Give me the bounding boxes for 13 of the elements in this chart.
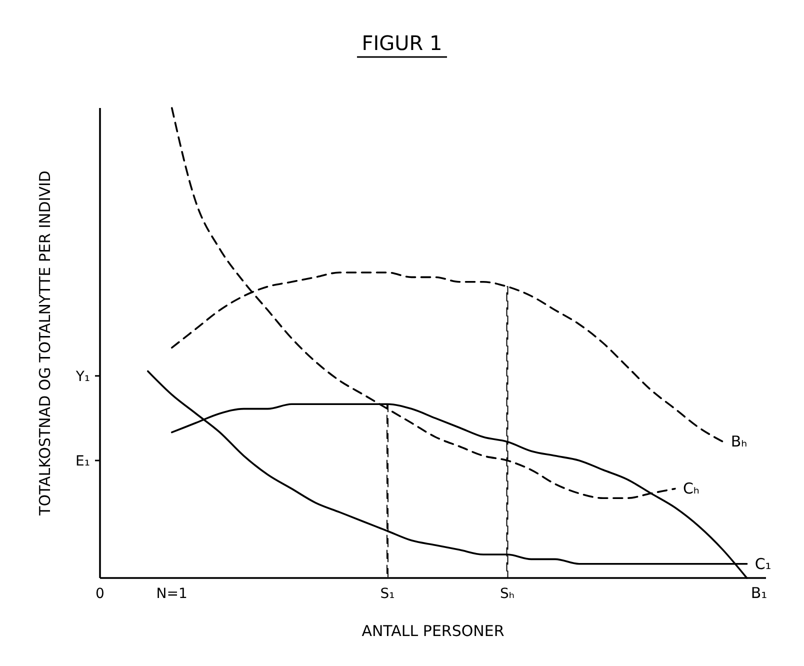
x-tick-label: S₁ <box>380 586 395 602</box>
chart-title: FIGUR 1 <box>362 31 442 55</box>
y-axis-title: TOTALKOSTNAD OG TOTALNYTTE PER INDIVID <box>36 170 54 516</box>
ref-line-label: Y₁ <box>74 368 90 385</box>
series-label: B₁ <box>750 584 768 602</box>
x-tick-label: Sₕ <box>500 586 515 602</box>
ref-line-label: E₁ <box>76 454 90 470</box>
series-label: Bₕ <box>730 432 748 451</box>
x-axis-title: ANTALL PERSONER <box>362 622 504 640</box>
x-tick-label: N=1 <box>156 586 188 602</box>
x-tick-label: 0 <box>96 586 104 602</box>
series-label: Cₕ <box>682 480 700 498</box>
series-label: C₁ <box>754 554 772 573</box>
